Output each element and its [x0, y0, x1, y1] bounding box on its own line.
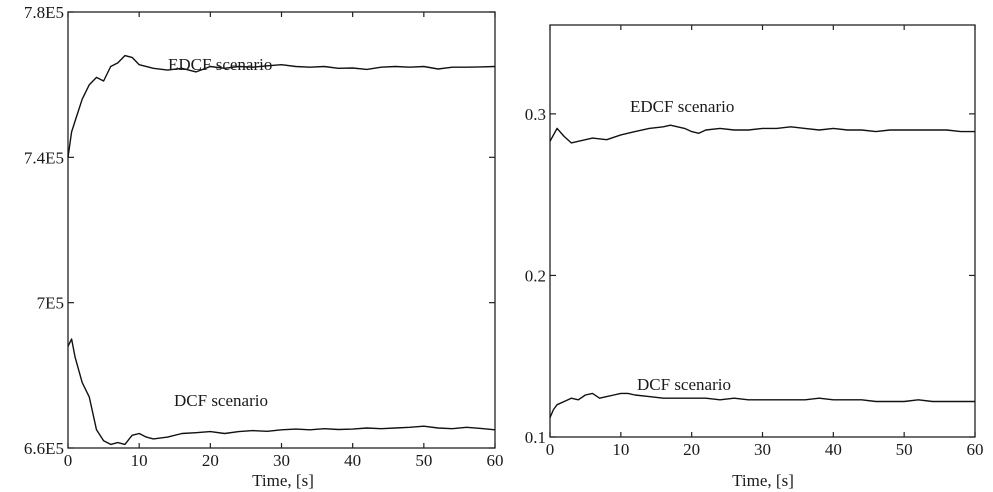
plot-frame-right: [549, 24, 976, 438]
series-line-right-dcf-scenario: [549, 392, 975, 418]
chart-right: 0.1 0.2 0.3 0 10 20 30 40 50 60 EDCF scenario DC…: [525, 24, 984, 490]
x-tick-label-right-10: 10: [612, 440, 629, 459]
y-tick-label-right-1: 0.2: [525, 266, 546, 285]
tick-marks-left: [67, 11, 496, 449]
x-tick-label-left-40: 40: [344, 451, 361, 470]
y-tick-label-left-0: 6.6E5: [24, 439, 64, 458]
series-group-right: [549, 124, 975, 418]
x-tick-label-left-50: 50: [415, 451, 432, 470]
x-tick-label-right-30: 30: [754, 440, 771, 459]
x-tick-label-right-0: 0: [546, 440, 555, 459]
y-tick-labels-left: 6.6E5 7E5 7.4E5 7.8E5: [24, 3, 64, 458]
annotation-edcf-left: EDCF scenario: [168, 55, 272, 74]
x-tick-label-left-20: 20: [202, 451, 219, 470]
chart-left: 6.6E5 7E5 7.4E5 7.8E5 0 10 20 30 40 50 60 EDCF sc…: [24, 3, 504, 490]
x-axis-title-right: Time, [s]: [732, 471, 794, 490]
annotation-edcf-right: EDCF scenario: [630, 97, 734, 116]
x-tick-label-left-0: 0: [64, 451, 73, 470]
y-tick-labels-right: 0.1 0.2 0.3: [525, 105, 546, 447]
y-tick-label-left-2: 7.4E5: [24, 148, 64, 167]
y-tick-label-left-1: 7E5: [37, 294, 64, 313]
series-line-left-dcf-scenario: [67, 338, 496, 446]
y-tick-label-right-2: 0.3: [525, 105, 546, 124]
tick-marks-right: [549, 25, 976, 438]
x-tick-label-left-60: 60: [487, 451, 504, 470]
x-tick-labels-right: 0 10 20 30 40 50 60: [546, 440, 984, 459]
x-tick-label-right-60: 60: [967, 440, 984, 459]
x-tick-label-left-30: 30: [273, 451, 290, 470]
x-axis-title-left: Time, [s]: [252, 471, 314, 490]
annotation-dcf-left: DCF scenario: [174, 391, 268, 410]
x-tick-labels-left: 0 10 20 30 40 50 60: [64, 451, 504, 470]
y-tick-label-left-3: 7.8E5: [24, 3, 64, 22]
series-group-left: [67, 54, 496, 446]
x-tick-label-left-10: 10: [131, 451, 148, 470]
series-line-right-edcf-scenario: [549, 124, 975, 144]
x-tick-label-right-20: 20: [683, 440, 700, 459]
plot-frame-left: [67, 11, 496, 449]
annotation-dcf-right: DCF scenario: [637, 375, 731, 394]
x-tick-label-right-50: 50: [896, 440, 913, 459]
series-line-left-edcf-scenario: [67, 54, 496, 158]
x-tick-label-right-40: 40: [825, 440, 842, 459]
y-tick-label-right-0: 0.1: [525, 428, 546, 447]
